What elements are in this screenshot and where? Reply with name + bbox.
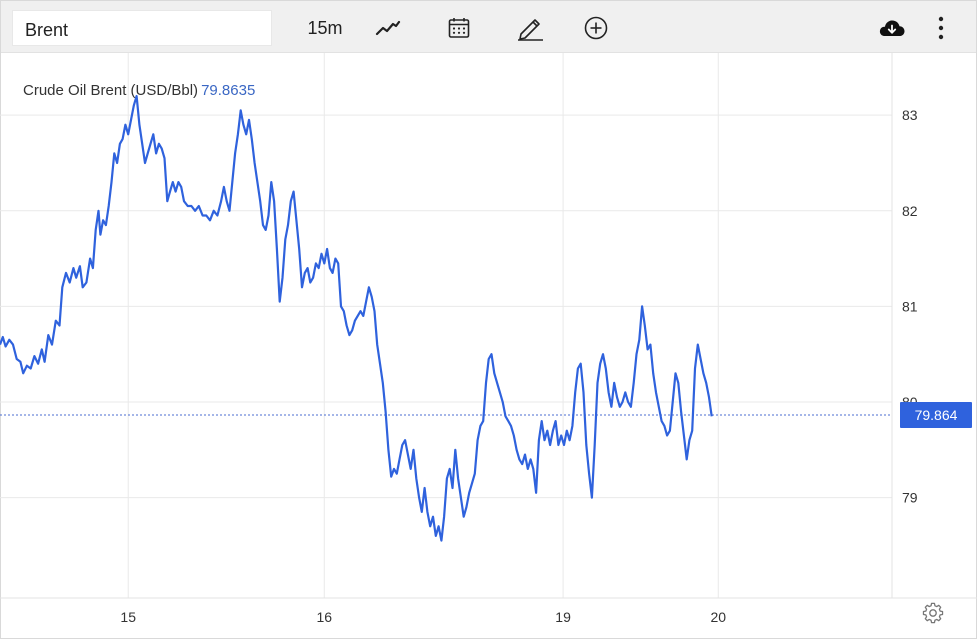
gear-icon <box>922 602 944 624</box>
x-tick-label: 20 <box>710 609 726 625</box>
draw-tool-button[interactable] <box>512 11 548 45</box>
legend-series-name: Crude Oil Brent (USD/Bbl) <box>23 82 199 99</box>
y-tick-label: 83 <box>902 107 918 123</box>
cloud-download-icon <box>879 20 905 36</box>
last-price-tag: 79.864 <box>900 401 972 428</box>
add-indicator-button[interactable] <box>578 11 614 45</box>
x-tick-label: 16 <box>316 609 332 625</box>
vertical-gridlines <box>127 53 719 598</box>
x-tick-label: 15 <box>120 609 136 625</box>
x-axis-ticks: 15 16 19 20 <box>120 609 726 625</box>
line-chart-icon <box>375 20 401 36</box>
x-tick-label: 19 <box>555 609 571 625</box>
chart-type-button[interactable] <box>370 11 406 45</box>
symbol-search-input[interactable]: Brent <box>12 10 272 46</box>
calendar-button[interactable] <box>441 11 477 45</box>
symbol-text: Brent <box>25 20 69 40</box>
interval-button[interactable]: 15m <box>307 17 343 38</box>
y-tick-label: 79 <box>902 490 918 506</box>
y-tick-label: 81 <box>902 298 918 314</box>
chart-toolbar: Brent 15m <box>1 1 976 53</box>
download-button[interactable] <box>874 11 910 45</box>
plus-circle-icon <box>584 16 608 40</box>
pencil-icon <box>518 19 543 41</box>
last-price-tag-bg <box>900 401 972 428</box>
more-vertical-icon <box>938 16 944 40</box>
calendar-icon <box>448 18 470 38</box>
settings-button[interactable] <box>922 602 944 624</box>
chart-legend: Crude Oil Brent (USD/Bbl) 79.8635 <box>23 82 255 99</box>
y-tick-label: 82 <box>902 203 918 219</box>
last-price-tag-label: 79.864 <box>915 407 958 423</box>
more-options-button[interactable] <box>923 11 959 45</box>
horizontal-gridlines <box>0 114 892 499</box>
legend-last-value: 79.8635 <box>201 82 256 99</box>
series-line-brent <box>0 94 713 542</box>
